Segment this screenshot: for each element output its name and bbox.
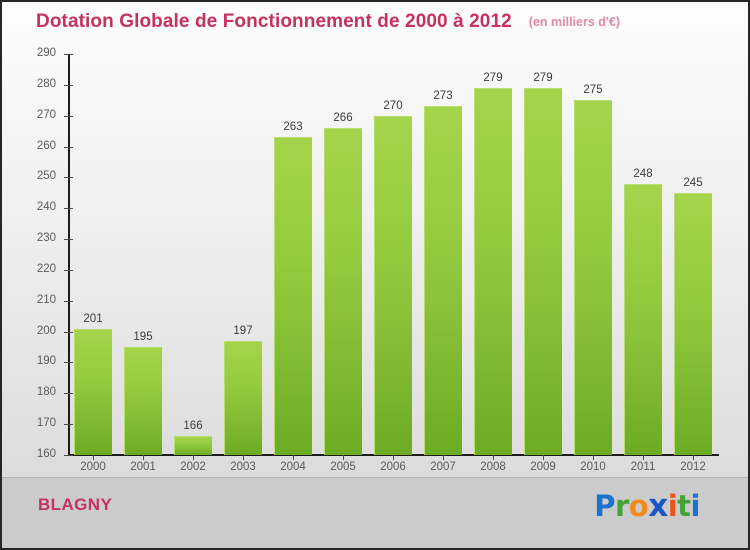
y-axis-label: 290 (36, 47, 56, 59)
y-axis-tick (64, 239, 73, 241)
bar-value-label: 273 (433, 90, 453, 103)
y-axis-label: 200 (36, 324, 56, 337)
bar[interactable] (574, 100, 612, 455)
y-axis-label: 280 (36, 77, 56, 90)
x-axis-label: 2011 (630, 461, 656, 473)
x-axis-label: 2009 (530, 461, 556, 473)
logo-letter: r (614, 489, 629, 523)
x-axis-tick (343, 455, 344, 460)
bar[interactable] (474, 87, 512, 455)
bar-value-label: 279 (483, 71, 503, 84)
x-axis-label: 2008 (480, 461, 506, 473)
bar[interactable] (424, 106, 462, 455)
logo-letter: x (648, 488, 668, 524)
x-axis-label: 2010 (580, 461, 606, 473)
logo-letter: P (594, 489, 615, 523)
x-axis-label: 2002 (180, 461, 206, 473)
bar-value-label: 275 (583, 84, 603, 97)
x-axis-tick (693, 455, 694, 460)
y-axis-tick (64, 84, 73, 86)
x-axis-label: 2007 (430, 461, 456, 473)
x-axis-tick (243, 455, 244, 460)
y-axis-tick (64, 115, 73, 117)
x-axis-label: 2004 (280, 461, 306, 473)
bar-value-label: 201 (83, 312, 103, 325)
bar[interactable] (274, 137, 312, 455)
proxiti-logo[interactable]: Proxiti (594, 486, 700, 526)
y-axis-label: 270 (36, 108, 56, 121)
bar[interactable] (324, 128, 362, 455)
x-axis-label: 2006 (380, 461, 406, 473)
y-axis-line (68, 54, 70, 455)
x-axis-tick (393, 455, 394, 460)
page-title: Dotation Globale de Fonctionnement de 20… (36, 11, 512, 32)
bar-value-label: 279 (533, 71, 553, 84)
bar[interactable] (674, 192, 712, 455)
bar[interactable] (524, 87, 562, 455)
bar[interactable] (374, 115, 412, 455)
x-axis-label: 2005 (330, 461, 356, 473)
x-axis-label: 2003 (230, 461, 256, 473)
x-axis-tick (543, 455, 544, 460)
y-axis-tick (64, 362, 73, 364)
logo-letter: t (677, 489, 691, 523)
y-axis-label: 190 (36, 355, 56, 368)
bar-value-label: 263 (283, 121, 303, 134)
bar-value-label: 248 (633, 167, 653, 180)
y-axis-tick (64, 177, 73, 179)
bar[interactable] (224, 340, 262, 455)
x-axis-tick (293, 455, 294, 460)
y-axis-label: 170 (36, 417, 56, 430)
bar-value-label: 245 (683, 176, 703, 189)
y-axis-tick (64, 331, 73, 333)
y-axis-tick (64, 208, 73, 210)
y-axis-tick (64, 393, 73, 395)
y-axis-tick (64, 269, 73, 271)
chart-header: Dotation Globale de Fonctionnement de 20… (2, 2, 748, 42)
chart-footer: BLAGNY Proxiti (2, 477, 748, 548)
bar-value-label: 197 (233, 324, 253, 337)
commune-name: BLAGNY (38, 495, 113, 514)
y-axis-tick (64, 455, 73, 456)
x-axis-tick (493, 455, 494, 460)
y-axis-label: 180 (36, 386, 56, 399)
y-axis-tick (64, 300, 73, 302)
y-axis-label: 240 (36, 201, 56, 214)
y-axis-tick (64, 146, 73, 148)
logo-letter: o (628, 489, 649, 523)
bar-value-label: 266 (333, 112, 353, 125)
logo-letter: i (667, 489, 678, 523)
x-axis-label: 2012 (680, 461, 706, 473)
bar[interactable] (74, 328, 112, 455)
y-axis-label: 220 (36, 262, 56, 275)
x-axis-label: 2001 (130, 461, 156, 473)
logo-letter: i (690, 489, 701, 523)
x-axis-tick (593, 455, 594, 460)
x-axis-tick (443, 455, 444, 460)
x-axis-tick (193, 455, 194, 460)
plot-background: 160 170 180 190 200 210 220 230 240 250 260 270 280 2… (2, 42, 748, 477)
x-axis-tick (143, 455, 144, 460)
bar[interactable] (174, 436, 212, 455)
y-axis-tick (64, 424, 73, 426)
y-axis-label: 260 (36, 139, 56, 152)
y-axis-label: 160 (36, 448, 56, 460)
y-axis-label: 250 (36, 170, 56, 183)
y-axis-tick (64, 54, 73, 55)
y-axis-label: 210 (36, 293, 56, 306)
x-axis-tick (643, 455, 644, 460)
y-axis-label: 230 (36, 232, 56, 245)
x-axis-label: 2000 (80, 461, 106, 473)
bar[interactable] (624, 183, 662, 455)
chart-subtitle: (en milliers d'€) (528, 15, 620, 29)
x-axis-tick (93, 455, 94, 460)
bar[interactable] (124, 347, 162, 455)
bar-value-label: 195 (133, 331, 153, 344)
bar-value-label: 166 (183, 420, 203, 433)
bar-value-label: 270 (383, 99, 403, 112)
